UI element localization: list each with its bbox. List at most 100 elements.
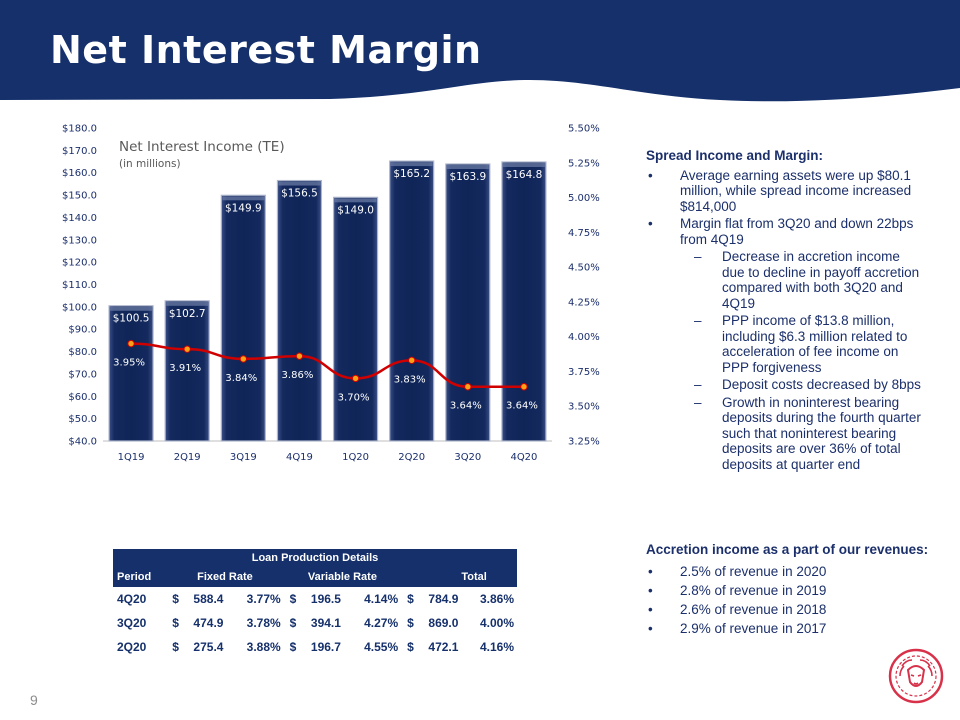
row-period: 2Q20 <box>117 640 147 654</box>
currency-sign: $ <box>407 616 414 630</box>
spread-bullet-margin: Margin flat from 3Q20 and down 22bps fro… <box>622 216 942 472</box>
y-right-tick-label: 5.00% <box>568 193 600 204</box>
variable-rate: 4.27% <box>364 616 399 630</box>
y-right-tick-label: 4.50% <box>568 263 600 274</box>
bar-value-label: $102.7 <box>169 308 206 320</box>
bar <box>332 196 379 442</box>
y-left-tick-label: $90.0 <box>68 325 97 336</box>
y-right-tick-label: 4.75% <box>568 228 600 239</box>
margin-point <box>520 383 528 391</box>
currency-sign: $ <box>172 616 179 630</box>
x-tick-label: 2Q20 <box>398 452 425 463</box>
margin-value-label: 3.64% <box>450 401 482 412</box>
chart-subtitle: (in millions) <box>119 158 181 170</box>
fixed-amount: 588.4 <box>193 592 224 606</box>
y-left-tick-label: $70.0 <box>68 369 97 380</box>
margin-value-label: 3.64% <box>506 401 538 412</box>
x-tick-label: 4Q19 <box>286 452 313 463</box>
accretion-item-2017: 2.9% of revenue in 2017 <box>622 619 942 638</box>
y-left-tick-label: $40.0 <box>68 437 97 448</box>
bar-top-highlight <box>334 198 377 203</box>
total-amount: 784.9 <box>428 592 459 606</box>
y-right-tick-label: 4.00% <box>568 332 600 343</box>
y-left-tick-label: $180.0 <box>62 124 97 135</box>
bar-value-label: $164.8 <box>506 169 543 181</box>
x-tick-label: 3Q19 <box>230 452 257 463</box>
y-left-tick-label: $120.0 <box>62 258 97 269</box>
y-left-tick-label: $140.0 <box>62 213 97 224</box>
spread-sub-accretion: Decrease in accretion income due to decl… <box>680 249 942 311</box>
currency-sign: $ <box>289 616 297 630</box>
y-left-tick-label: $60.0 <box>68 392 97 403</box>
bar-value-label: $163.9 <box>449 171 486 183</box>
spread-income-title: Spread Income and Margin: <box>646 148 824 163</box>
y-right-tick-label: 4.25% <box>568 297 600 308</box>
y-left-tick-label: $100.0 <box>62 302 97 313</box>
y-left-tick-label: $80.0 <box>68 347 97 358</box>
bar <box>220 194 266 442</box>
col-header-fixed-rate: Fixed Rate <box>166 567 284 587</box>
page-number: 9 <box>30 692 38 708</box>
loan-table-caption: Loan Production Details <box>113 549 517 567</box>
accretion-item-2020: 2.5% of revenue in 2020 <box>622 562 942 581</box>
page-title: Net Interest Margin <box>50 28 482 72</box>
bar-value-label: $149.9 <box>225 202 262 214</box>
accretion-item-2020-text: 2.5% of revenue in 2020 <box>680 564 827 579</box>
spread-sub-deposit-costs: Deposit costs decreased by 8bps <box>680 377 942 393</box>
bar-value-label: $165.2 <box>393 168 430 180</box>
bar <box>164 300 210 442</box>
total-rate: 4.16% <box>479 640 514 654</box>
table-row: 2Q20 $ 275.4 3.88% $ 196.7 4.55% $ 472.1… <box>113 635 517 659</box>
accretion-item-2019: 2.8% of revenue in 2019 <box>622 581 942 600</box>
variable-rate: 4.14% <box>364 592 399 606</box>
currency-sign: $ <box>289 640 297 654</box>
spread-sub-noninterest-text: Growth in noninterest bearing deposits d… <box>722 394 921 472</box>
y-left-tick-label: $150.0 <box>62 191 97 202</box>
margin-point <box>183 345 191 353</box>
accretion-item-2017-text: 2.9% of revenue in 2017 <box>680 621 827 636</box>
y-right-tick-label: 5.25% <box>568 158 600 169</box>
accretion-title: Accretion income as a part of our revenu… <box>646 542 929 557</box>
currency-sign: $ <box>407 592 414 606</box>
table-row: 3Q20 $ 474.9 3.78% $ 394.1 4.27% $ 869.0… <box>113 611 517 635</box>
spread-bullet-assets-text: Average earning assets were up $80.1 mil… <box>680 167 912 214</box>
spread-bullet-assets: Average earning assets were up $80.1 mil… <box>622 168 942 215</box>
margin-point <box>464 383 472 391</box>
margin-point <box>351 374 360 383</box>
fixed-amount: 275.4 <box>193 640 224 654</box>
variable-amount: 196.7 <box>310 640 341 654</box>
col-header-variable-rate: Variable Rate <box>283 567 402 587</box>
lion-logo-icon <box>888 648 944 704</box>
y-left-tick-label: $50.0 <box>68 414 97 425</box>
bar <box>445 163 491 442</box>
margin-value-label: 3.70% <box>338 392 370 403</box>
bar-top-highlight <box>390 162 433 167</box>
spread-sub-accretion-text: Decrease in accretion income due to decl… <box>722 249 920 311</box>
margin-point <box>295 352 304 360</box>
bar-value-label: $100.5 <box>113 313 150 325</box>
bar-top-highlight <box>222 196 265 201</box>
fixed-rate: 3.78% <box>246 616 281 630</box>
bar <box>501 161 547 442</box>
y-left-tick-label: $160.0 <box>62 168 97 179</box>
row-period: 3Q20 <box>117 616 147 630</box>
margin-value-label: 3.83% <box>394 374 426 385</box>
bar-top-highlight <box>110 306 153 311</box>
spread-sub-noninterest: Growth in noninterest bearing deposits d… <box>680 395 942 473</box>
fixed-amount: 474.9 <box>193 616 224 630</box>
total-amount: 869.0 <box>428 616 459 630</box>
y-left-tick-label: $110.0 <box>62 280 97 291</box>
currency-sign: $ <box>172 640 179 654</box>
bar-value-label: $149.0 <box>337 204 374 216</box>
margin-series-line <box>131 342 524 388</box>
currency-sign: $ <box>289 592 297 606</box>
x-tick-label: 1Q20 <box>342 452 369 463</box>
bar-top-highlight <box>446 164 489 169</box>
total-rate: 3.86% <box>479 592 514 606</box>
y-right-tick-label: 3.50% <box>568 402 600 413</box>
bar <box>276 179 323 442</box>
table-row: 4Q20 $ 588.4 3.77% $ 196.5 4.14% $ 784.9… <box>113 587 517 611</box>
accretion-item-2018-text: 2.6% of revenue in 2018 <box>680 602 827 617</box>
y-right-tick-label: 5.50% <box>568 124 600 135</box>
accretion-item-2019-text: 2.8% of revenue in 2019 <box>680 583 827 598</box>
